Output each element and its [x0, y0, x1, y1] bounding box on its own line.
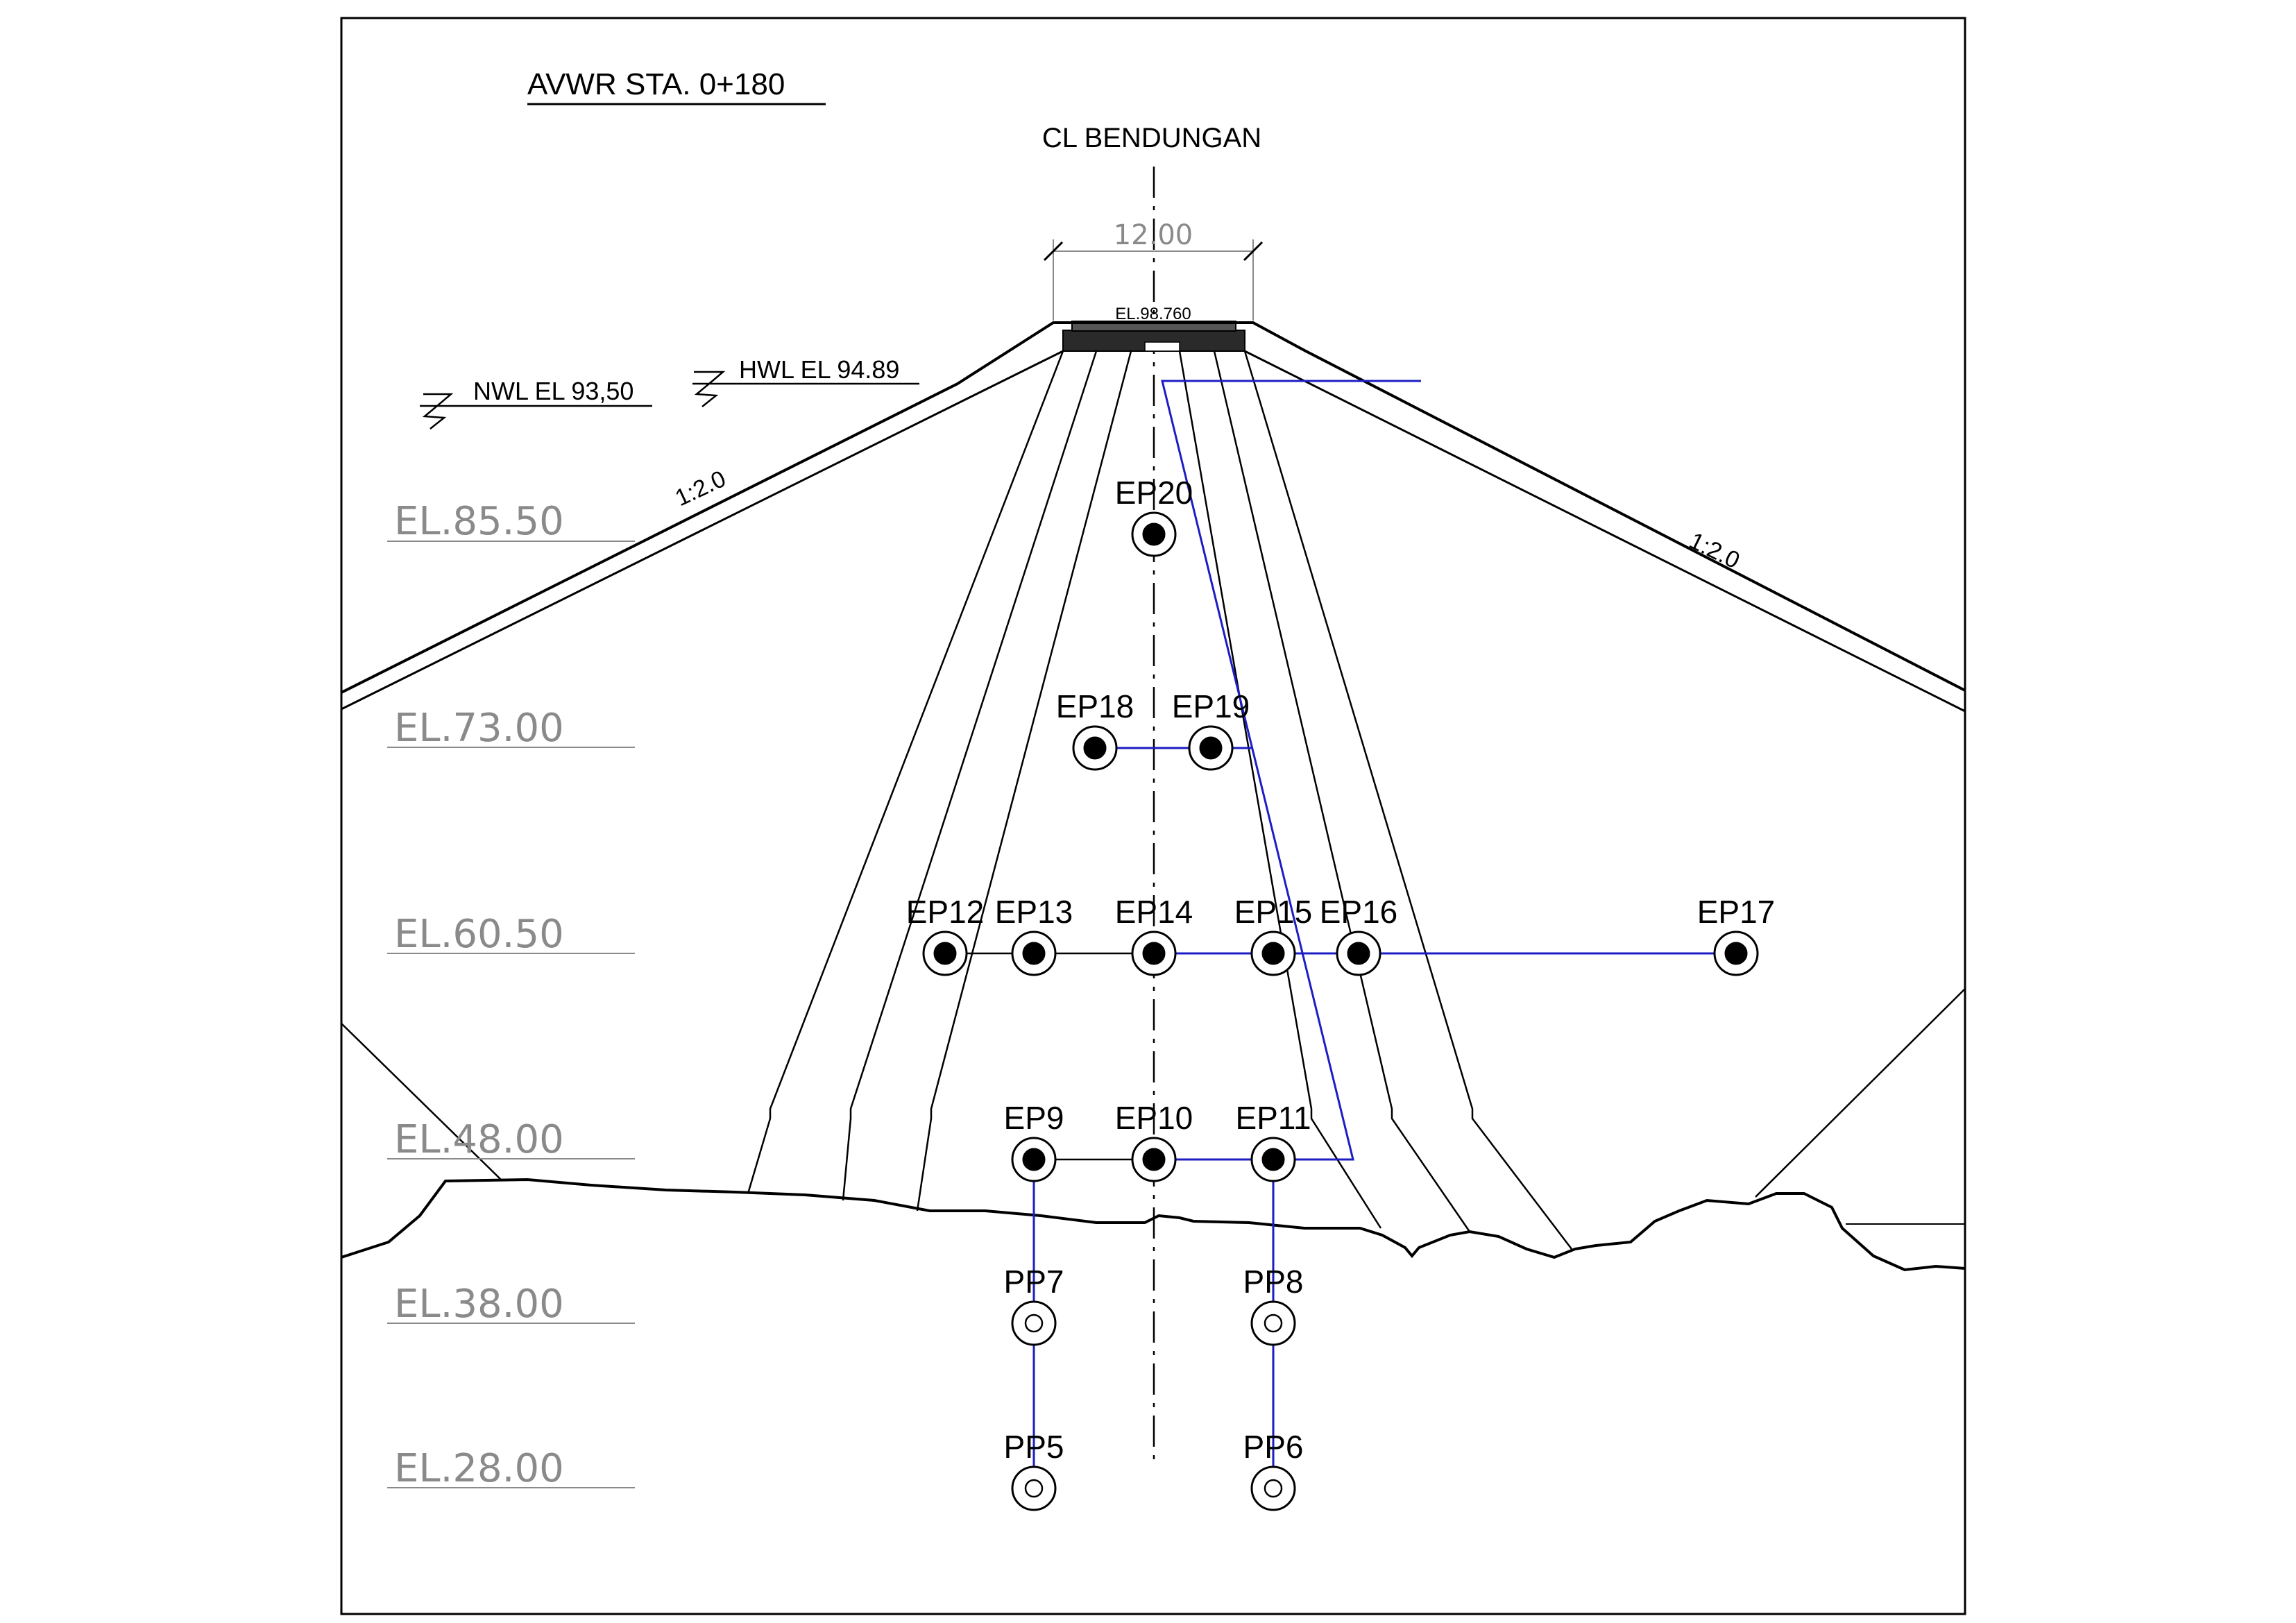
electric-piezometer-label: EP14: [1115, 894, 1193, 930]
crest-pavement: [1062, 321, 1245, 352]
elevation-label: EL.28.00: [394, 1446, 564, 1491]
electric-piezometer-label: EP20: [1115, 475, 1193, 511]
electric-piezometer-label: EP17: [1697, 894, 1776, 930]
electric-piezometer-instrument: [1188, 725, 1234, 771]
pneumatic-piezometer-instrument: [1011, 1465, 1057, 1511]
electric-piezometer-instrument: [1250, 1137, 1296, 1182]
instruments-layer: EP20 EP18 EP19 EP12 EP13 EP14 EP15 EP16 EP17 EP9 E…: [906, 475, 1776, 1511]
electric-piezometer-label: EP9: [1004, 1100, 1064, 1136]
pneumatic-piezometer-label: PP7: [1004, 1264, 1064, 1300]
embankment-outline: [341, 321, 1966, 713]
foundation-ground-line: [341, 1178, 1966, 1272]
electric-piezometer-label: EP10: [1115, 1100, 1193, 1136]
pneumatic-piezometer-instrument: [1250, 1465, 1296, 1511]
electric-piezometer-label: EP15: [1234, 894, 1313, 930]
electric-piezometer-instrument: [1072, 725, 1118, 771]
electric-piezometer-instrument: [1011, 1137, 1057, 1182]
elevation-label: EL.48.00: [394, 1117, 564, 1162]
section-title: AVWR STA. 0+180: [527, 67, 785, 101]
electric-piezometer-label: EP19: [1172, 688, 1250, 724]
electric-piezometer-label: EP11: [1235, 1100, 1311, 1136]
upstream-slope-label: 1:2.0: [671, 466, 730, 511]
pneumatic-piezometer-label: PP8: [1243, 1264, 1304, 1300]
electric-piezometer-label: EP13: [995, 894, 1073, 930]
downstream-slope-label: 1:2.0: [1685, 527, 1744, 574]
pneumatic-piezometer-label: PP6: [1243, 1429, 1304, 1465]
electric-piezometer-label: EP12: [906, 894, 985, 930]
electric-piezometer-instrument: [1131, 931, 1177, 976]
nwl-label: NWL EL 93,50: [473, 377, 633, 405]
nwl-marker: [420, 393, 652, 430]
crest-elevation-label: EL.98.760: [1115, 305, 1191, 323]
electric-piezometer-label: EP16: [1320, 894, 1398, 930]
elevation-scale: EL.85.50 EL.73.00 EL.60.50 EL.48.00 EL.3…: [387, 499, 635, 1491]
crest-width-dimension: [1043, 239, 1264, 321]
elevation-label: EL.60.50: [394, 912, 564, 957]
electric-piezometer-instrument: [1250, 931, 1296, 976]
electric-piezometer-label: EP18: [1056, 688, 1134, 724]
drawing-border: [340, 17, 1966, 1615]
electric-piezometer-instrument: [1336, 931, 1381, 976]
pneumatic-piezometer-instrument: [1250, 1300, 1296, 1346]
side-boundary-lines: [341, 988, 1966, 1225]
hwl-label: HWL EL 94.89: [739, 355, 899, 384]
centerline-label: CL BENDUNGAN: [1042, 123, 1261, 153]
pneumatic-piezometer-label: PP5: [1004, 1429, 1064, 1465]
core-and-filter-zones: [747, 350, 1572, 1250]
electric-piezometer-instrument: [922, 931, 968, 976]
elevation-label: EL.85.50: [394, 499, 564, 544]
electric-piezometer-instrument: [1131, 511, 1177, 557]
elevation-label: EL.73.00: [394, 706, 564, 751]
elevation-label: EL.38.00: [394, 1282, 564, 1327]
electric-piezometer-instrument: [1713, 931, 1759, 976]
crest-width-value: 12.00: [1114, 219, 1193, 251]
pneumatic-piezometer-instrument: [1011, 1300, 1057, 1346]
electric-piezometer-instrument: [1011, 931, 1057, 976]
hwl-marker: [692, 371, 919, 407]
electric-piezometer-instrument: [1131, 1137, 1177, 1182]
